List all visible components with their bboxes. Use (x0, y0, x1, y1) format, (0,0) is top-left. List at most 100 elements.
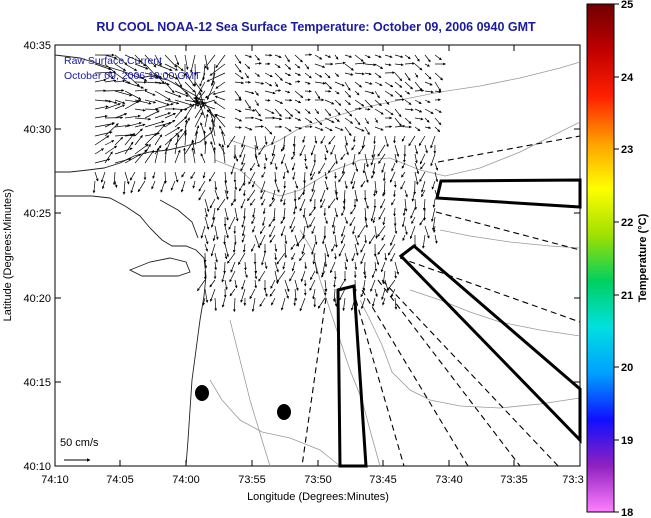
current-vector (292, 135, 296, 147)
current-vector (414, 171, 419, 186)
current-vector (134, 88, 148, 92)
current-vector (104, 123, 119, 137)
current-vector (241, 153, 246, 166)
current-vector (360, 252, 366, 265)
current-vector (434, 162, 439, 171)
current-vector (276, 252, 286, 265)
current-vector (331, 243, 336, 252)
current-vector (100, 171, 106, 183)
current-vector (374, 261, 378, 272)
current-vector (124, 99, 140, 104)
current-vector (350, 207, 356, 215)
current-vector (390, 252, 396, 262)
x-axis-title: Longitude (Degrees:Minutes) (247, 491, 389, 503)
current-vector (374, 126, 384, 131)
current-vector (234, 180, 238, 191)
current-vector (374, 252, 380, 266)
current-vector (229, 270, 236, 283)
current-vector (244, 63, 251, 70)
current-vector (394, 108, 402, 118)
current-vector (299, 252, 306, 262)
current-vector (134, 149, 148, 164)
current-vector (94, 63, 112, 71)
current-vector (269, 234, 276, 243)
current-vector (224, 189, 229, 200)
current-vector (300, 270, 306, 282)
current-vector (317, 297, 326, 309)
current-vector (292, 144, 296, 155)
current-vector (354, 99, 365, 107)
current-vector (134, 54, 146, 67)
current-vector (124, 132, 135, 146)
current-vector (339, 288, 346, 301)
current-vector (154, 63, 173, 71)
current-vector (223, 234, 227, 245)
current-vector (214, 114, 226, 128)
current-vector (144, 99, 157, 104)
current-vector (289, 216, 296, 229)
current-vector (210, 141, 216, 155)
current-vector (204, 261, 208, 269)
current-vector (421, 189, 426, 198)
current-vector (230, 162, 236, 175)
current-vector (214, 189, 219, 201)
current-vector (262, 216, 266, 227)
y-tick-label: 40:30 (23, 124, 51, 136)
current-vector (334, 171, 337, 179)
current-vector (414, 153, 418, 164)
current-vector (114, 54, 128, 65)
current-vector (164, 81, 175, 94)
current-vector (254, 125, 264, 128)
current-vector (301, 243, 306, 255)
current-vector (282, 207, 286, 221)
current-vector (294, 90, 304, 99)
colorbar-gradient (586, 3, 615, 513)
current-vector (134, 72, 148, 82)
current-vector (431, 216, 436, 231)
current-vector (374, 108, 384, 115)
current-vector (434, 117, 442, 126)
current-vector (304, 216, 309, 229)
current-vector (104, 145, 118, 155)
current-vector (321, 270, 326, 278)
current-vector (324, 54, 332, 58)
current-vector (384, 54, 393, 58)
current-vector (334, 81, 345, 87)
current-vector (254, 279, 258, 289)
current-vector (324, 180, 329, 191)
current-vector (94, 148, 104, 155)
current-vector (284, 243, 288, 259)
current-vector (394, 261, 400, 275)
current-vector (294, 180, 299, 189)
boundary-polygons (336, 178, 582, 468)
current-vector (434, 54, 442, 61)
current-vector (209, 63, 226, 76)
current-vector (324, 144, 329, 154)
current-vector (238, 180, 246, 192)
colorbar: 25 24 23 22 21 20 19 18 Temperature (°C) (586, 0, 649, 518)
current-vector (394, 117, 402, 127)
current-vector (374, 117, 378, 124)
current-vector (104, 151, 113, 164)
current-vector (124, 121, 142, 128)
current-vector (122, 180, 126, 195)
x-tick-label: 73:50 (304, 474, 332, 486)
current-vector (190, 171, 196, 180)
current-vector (430, 135, 436, 149)
current-vector (194, 130, 199, 146)
current-vector (364, 207, 368, 222)
current-vector (404, 117, 412, 124)
current-vector (254, 144, 258, 160)
current-vector (242, 243, 246, 253)
current-vector (262, 207, 266, 215)
current-vector (374, 99, 382, 107)
current-vector (374, 180, 378, 195)
current-vector (364, 198, 369, 209)
current-vector (354, 261, 358, 271)
current-vector (430, 153, 436, 167)
current-vector (401, 162, 406, 169)
current-vector (104, 140, 115, 146)
current-vector (360, 288, 366, 298)
current-vector (183, 147, 186, 164)
current-vector (292, 171, 296, 181)
